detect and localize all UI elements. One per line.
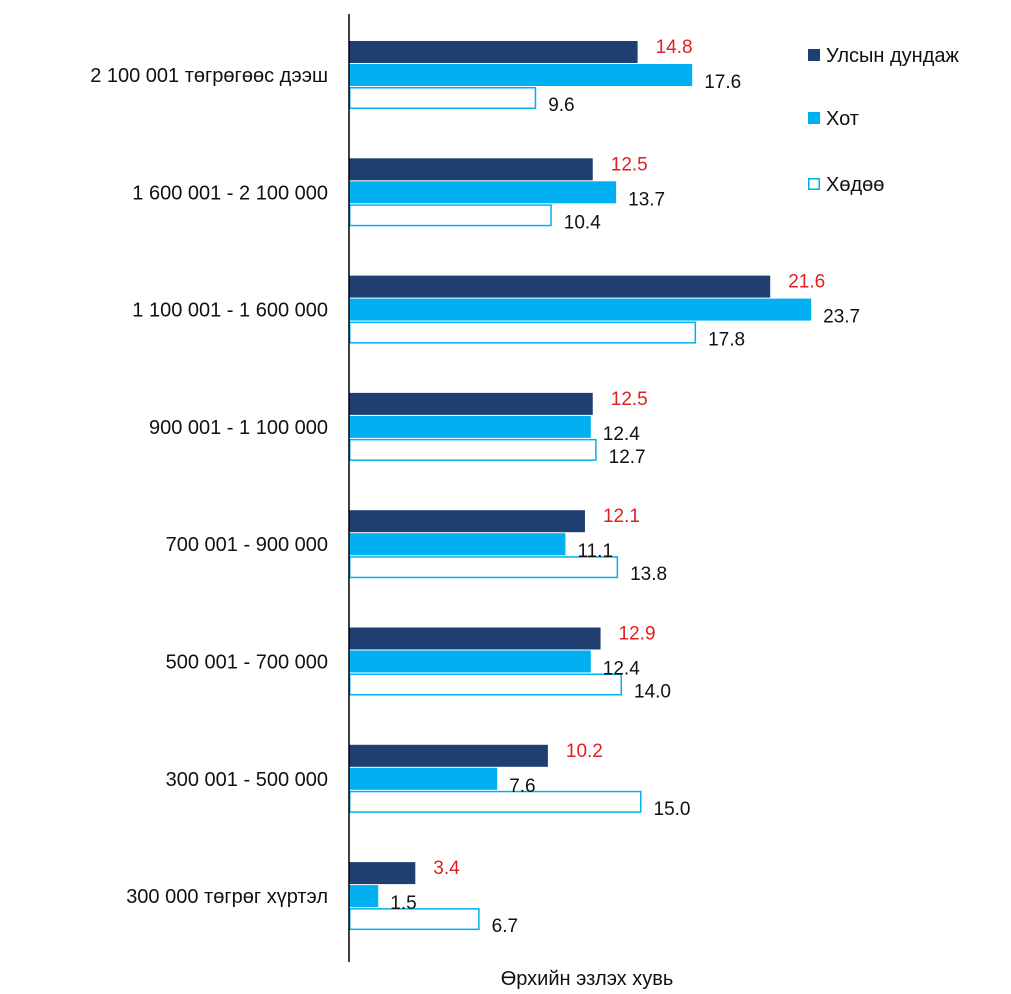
bar-rural [349,87,537,109]
bar-rural [349,438,597,461]
data-label-urban: 12.4 [603,424,640,445]
bar-urban [349,767,498,790]
bar-national [349,510,585,533]
data-label-national: 3.4 [433,858,460,879]
bar-urban [349,650,591,673]
bar-national [349,41,638,63]
bar-national [349,627,601,650]
data-label-urban: 11.1 [577,541,613,562]
bar-national [349,862,416,885]
data-label-rural: 13.8 [630,564,667,585]
bar-rural [349,673,622,696]
data-label-rural: 14.0 [634,682,671,703]
bar-urban [349,181,617,204]
legend-label-national: Улсын дундаж [826,45,960,67]
data-label-rural: 15.0 [654,799,691,820]
bar-urban [349,885,379,908]
data-label-rural: 10.4 [564,212,601,233]
legend-label-rural: Хөдөө [826,174,884,196]
x-axis-label: Өрхийн эзлэх хувь [501,968,674,990]
data-label-rural: 6.7 [492,916,518,937]
data-label-national: 12.9 [619,624,656,645]
legend-swatch-national [808,49,820,61]
bars-layer [349,41,812,931]
data-label-rural: 17.8 [708,330,745,351]
bar-urban [349,533,566,556]
bar-urban [349,415,591,438]
bar-national [349,744,548,767]
data-label-urban: 1.5 [390,893,416,914]
bar-national [349,392,593,415]
category-label: 2 100 001 төгрөгөөс дээш [90,65,328,87]
data-label-urban: 23.7 [823,307,860,328]
data-label-rural: 9.6 [548,95,574,116]
bar-urban [349,64,693,86]
data-label-national: 14.8 [656,37,693,58]
bar-rural [349,790,642,813]
bar-national [349,275,771,298]
data-label-urban: 7.6 [509,776,535,797]
data-label-national: 12.1 [603,506,640,527]
data-label-national: 10.2 [566,741,603,762]
category-label: 300 000 төгрөг хүртэл [126,886,328,908]
category-label: 300 001 - 500 000 [166,769,328,791]
bar-urban [349,298,812,321]
category-label: 1 100 001 - 1 600 000 [132,300,328,322]
labels-layer: 2 100 001 төгрөгөөс дээш 14.8 17.6 9.6 1 600… [90,37,860,937]
category-label: 700 001 - 900 000 [166,534,328,556]
legend-swatch-rural [808,178,820,190]
data-label-national: 21.6 [788,272,825,293]
data-label-urban: 17.6 [704,72,741,93]
category-label: 1 600 001 - 2 100 000 [132,182,328,204]
bar-national [349,158,593,181]
category-label: 900 001 - 1 100 000 [149,417,328,439]
data-label-national: 12.5 [611,389,648,410]
data-label-urban: 13.7 [628,189,665,210]
data-label-rural: 12.7 [609,447,646,468]
legend: Улсын дундаж Хот Хөдөө [808,45,960,196]
category-label: 500 001 - 700 000 [166,652,328,674]
data-label-urban: 12.4 [603,659,640,680]
bar-rural [349,204,552,227]
legend-label-urban: Хот [826,108,859,130]
data-label-national: 12.5 [611,154,648,175]
legend-swatch-urban [808,112,820,124]
bar-rural [349,321,697,344]
